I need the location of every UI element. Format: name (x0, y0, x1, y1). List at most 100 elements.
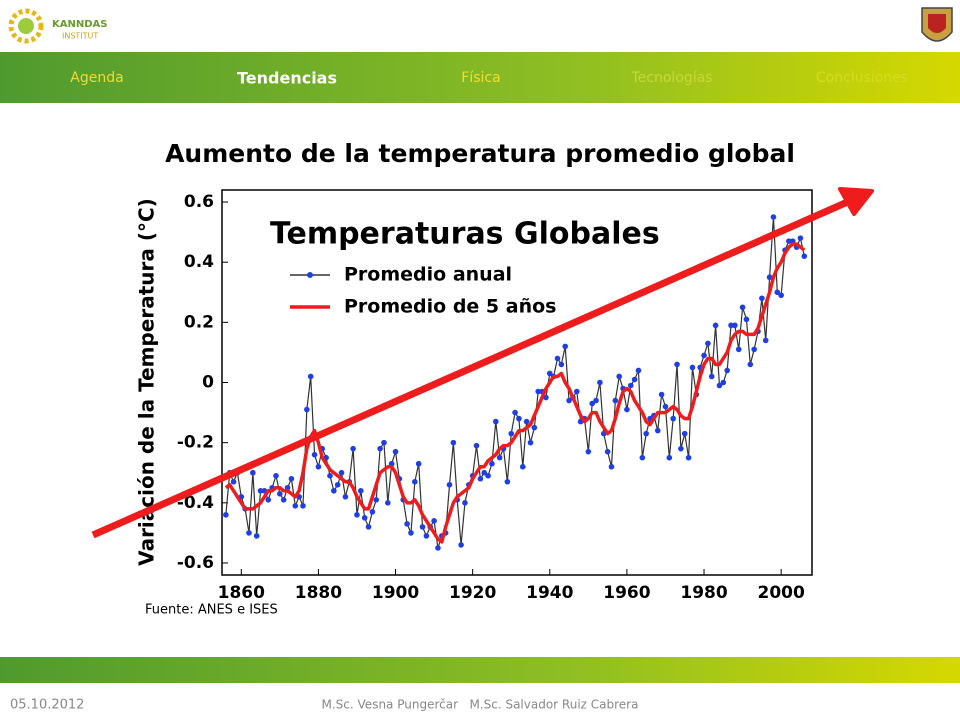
point (597, 379, 603, 386)
point (280, 497, 287, 503)
point (253, 533, 260, 539)
point (300, 503, 306, 509)
nav-item-active[interactable]: Tendencias (237, 69, 337, 88)
point (392, 448, 399, 455)
point (604, 448, 611, 455)
point (404, 521, 410, 527)
point (473, 442, 480, 449)
point (519, 463, 526, 470)
point (523, 418, 530, 425)
point (708, 373, 715, 380)
point (616, 373, 622, 380)
legend-label: Promedio anual (344, 264, 512, 286)
nav-item[interactable]: Física (461, 70, 500, 86)
point (342, 493, 349, 500)
y-tick-label: 0 (202, 373, 214, 393)
point (423, 533, 430, 539)
point (292, 503, 299, 509)
point (612, 397, 619, 404)
point (408, 530, 414, 536)
legend-marker (307, 272, 313, 278)
point (797, 235, 804, 241)
point (334, 481, 341, 488)
x-tick-label: 1940 (526, 583, 573, 603)
point (415, 460, 422, 467)
point (643, 430, 649, 437)
point (585, 448, 592, 455)
point (527, 439, 534, 446)
point (762, 337, 769, 344)
logo: KANNDAS INSTITUT (8, 8, 107, 44)
chart: Variación de la Temperatura (°C) Tempera… (135, 189, 813, 603)
nav-bar (0, 52, 960, 103)
point (732, 322, 738, 329)
point (504, 478, 511, 485)
point (265, 497, 272, 503)
point (327, 472, 333, 479)
point (508, 430, 515, 437)
footer-authors: M.Sc. Vesna Pungerčar M.Sc. Salvador Rui… (322, 698, 639, 712)
point (435, 545, 441, 551)
nav-item[interactable]: Conclusiones (816, 70, 908, 86)
point (311, 451, 318, 458)
point (338, 469, 345, 476)
point (481, 469, 488, 476)
point (739, 304, 746, 311)
point (462, 500, 468, 506)
point (639, 454, 646, 461)
point (531, 424, 538, 431)
point (431, 518, 437, 524)
x-tick-label: 1880 (295, 583, 342, 603)
trend-arrow (91, 187, 874, 539)
point (678, 445, 684, 452)
point (230, 478, 237, 485)
point (331, 487, 337, 494)
point (685, 454, 692, 461)
point (489, 460, 495, 467)
point (412, 478, 418, 485)
y-tick-label: 0.6 (184, 192, 214, 212)
point (381, 439, 387, 446)
x-tick-label: 1980 (680, 583, 727, 603)
point (774, 289, 781, 296)
y-tick-label: -0.6 (177, 553, 214, 573)
point (450, 439, 457, 446)
point (304, 406, 310, 413)
point (705, 340, 711, 347)
point (654, 427, 661, 434)
point (735, 346, 742, 353)
footer-bar (0, 657, 960, 683)
point (358, 487, 364, 494)
point (662, 403, 669, 410)
chart-title: Temperaturas Globales (270, 217, 660, 252)
x-tick-label: 1920 (449, 583, 496, 603)
point (627, 382, 634, 389)
point (361, 515, 368, 521)
point (373, 497, 380, 503)
nav-item[interactable]: Agenda (70, 70, 123, 86)
logo-name: KANNDAS (52, 19, 107, 30)
point (257, 487, 264, 494)
point (670, 415, 676, 422)
logo-sub: INSTITUT (62, 32, 98, 41)
y-tick-label: -0.4 (177, 493, 214, 513)
point (666, 454, 673, 461)
point (458, 542, 464, 548)
point (801, 253, 808, 259)
y-tick-label: -0.2 (177, 433, 214, 453)
point (751, 346, 757, 353)
point (350, 445, 356, 452)
point (716, 382, 723, 389)
point (712, 322, 719, 329)
nav-item[interactable]: Tecnologías (630, 70, 712, 86)
point (786, 238, 792, 244)
slide-title: Aumento de la temperatura promedio globa… (165, 139, 795, 168)
point (635, 367, 642, 374)
point (658, 391, 665, 398)
point (589, 400, 595, 407)
point (728, 322, 734, 329)
point (562, 343, 569, 350)
point (223, 512, 229, 518)
point (608, 463, 615, 470)
series-line (224, 242, 806, 544)
